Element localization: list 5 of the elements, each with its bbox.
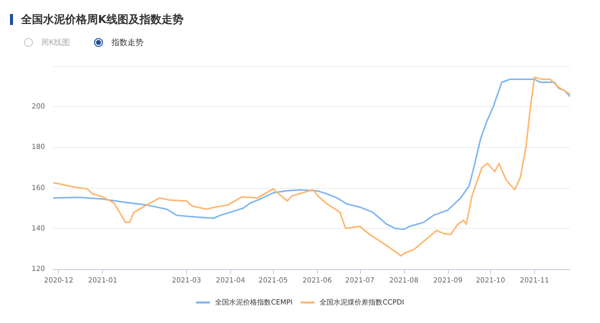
text: 周K线图: [40, 36, 70, 48]
line-series: [52, 78, 571, 230]
text: 指数走势: [110, 36, 144, 48]
line-series: [52, 76, 571, 257]
chart-title: 全国水泥价格周K线图及指数走势: [21, 12, 184, 26]
